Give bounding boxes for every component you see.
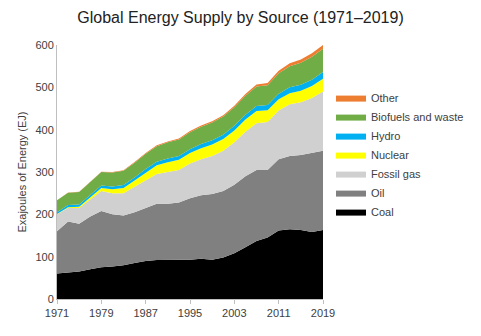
- svg-text:0: 0: [48, 293, 54, 305]
- svg-text:Exajoules of Energy (EJ): Exajoules of Energy (EJ): [16, 111, 28, 232]
- svg-text:600: 600: [35, 39, 53, 51]
- svg-text:1987: 1987: [133, 307, 157, 319]
- svg-text:Coal: Coal: [371, 206, 394, 218]
- svg-text:Hydro: Hydro: [371, 130, 400, 142]
- svg-text:1971: 1971: [45, 307, 69, 319]
- svg-text:300: 300: [35, 166, 53, 178]
- svg-text:2003: 2003: [222, 307, 246, 319]
- svg-text:Global Energy Supply by Source: Global Energy Supply by Source (1971–201…: [77, 9, 403, 26]
- svg-text:1979: 1979: [89, 307, 113, 319]
- svg-text:200: 200: [35, 208, 53, 220]
- svg-text:Nuclear: Nuclear: [371, 149, 409, 161]
- svg-text:2019: 2019: [311, 307, 335, 319]
- svg-text:Fossil gas: Fossil gas: [371, 168, 421, 180]
- svg-text:400: 400: [35, 124, 53, 136]
- svg-text:2011: 2011: [267, 307, 291, 319]
- svg-text:Oil: Oil: [371, 187, 384, 199]
- svg-text:Biofuels and waste: Biofuels and waste: [371, 111, 463, 123]
- svg-text:500: 500: [35, 81, 53, 93]
- svg-text:Other: Other: [371, 92, 399, 104]
- svg-text:1995: 1995: [178, 307, 202, 319]
- svg-text:100: 100: [35, 251, 53, 263]
